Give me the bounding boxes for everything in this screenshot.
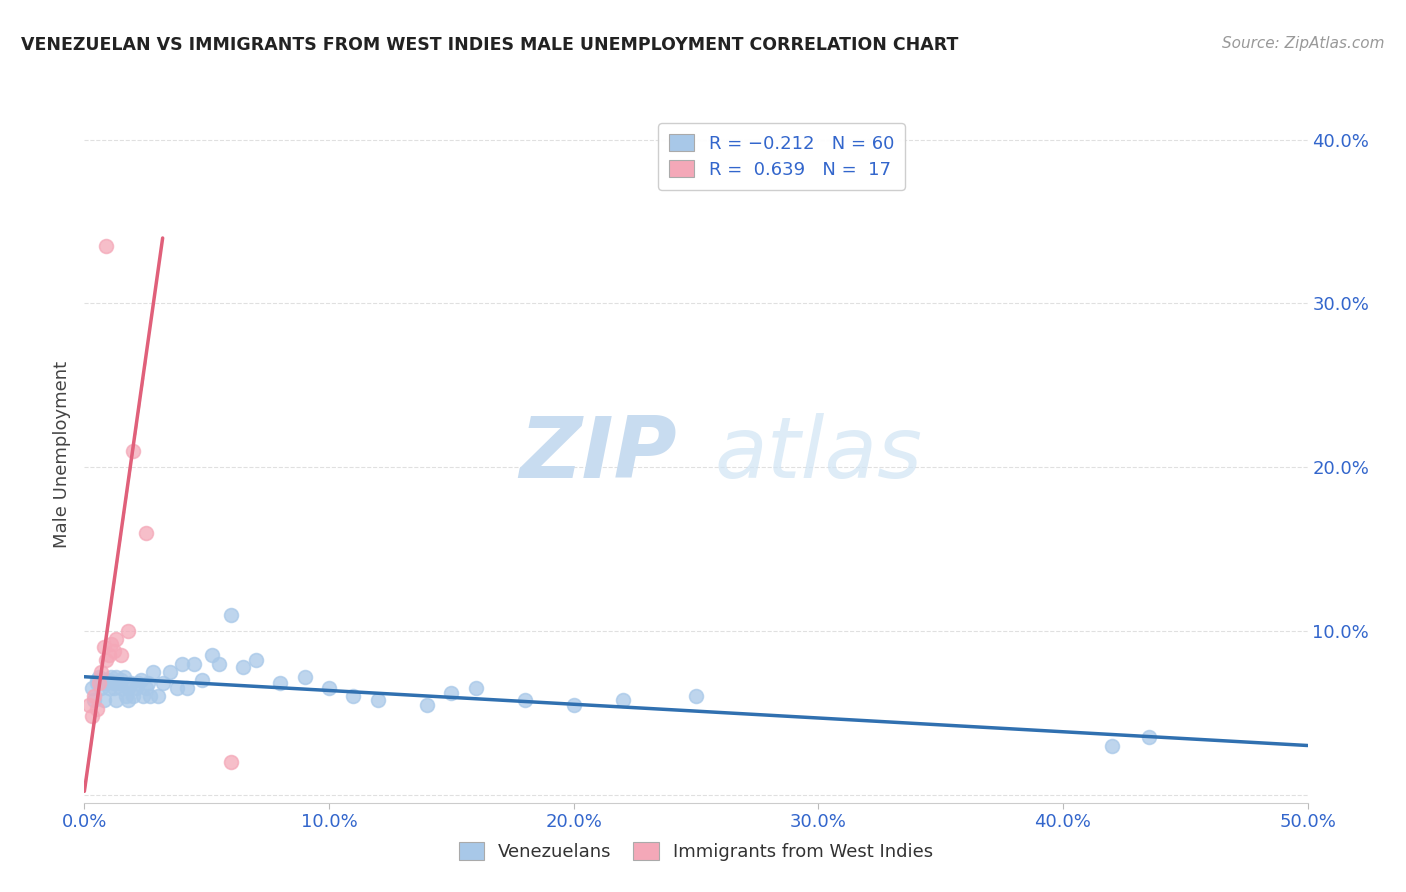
Point (103, 676, 125, 690)
Point (87, 670, 110, 684)
Point (172, 657, 194, 671)
Point (103, 643, 125, 657)
Point (86, 676, 108, 690)
Point (127, 676, 149, 690)
Point (200, 648, 222, 663)
Point (146, 690, 169, 704)
Point (269, 676, 291, 690)
Point (107, 676, 129, 690)
Point (96, 676, 118, 690)
Point (96, 653, 118, 667)
Point (87, 676, 110, 690)
Point (125, 681, 148, 696)
Point (612, 692, 634, 706)
Point (86, 702, 108, 716)
Point (93, 692, 115, 706)
Point (132, 690, 155, 704)
Point (129, 673, 152, 687)
Point (135, 681, 157, 696)
Point (136, 676, 159, 690)
Point (105, 670, 128, 684)
Legend: Venezuelans, Immigrants from West Indies: Venezuelans, Immigrants from West Indies (450, 833, 942, 871)
Point (513, 692, 536, 706)
Point (117, 681, 139, 696)
Point (93, 640, 115, 655)
Point (176, 681, 198, 696)
Point (159, 665, 181, 679)
Point (142, 665, 165, 679)
Point (97, 673, 120, 687)
Point (77, 698, 100, 712)
Point (191, 673, 214, 687)
Point (96, 239, 118, 253)
Point (122, 443, 145, 458)
Point (219, 755, 242, 769)
Point (562, 698, 585, 712)
Point (83, 692, 105, 706)
Point (110, 648, 132, 663)
Point (100, 670, 122, 684)
Text: VENEZUELAN VS IMMIGRANTS FROM WEST INDIES MALE UNEMPLOYMENT CORRELATION CHART: VENEZUELAN VS IMMIGRANTS FROM WEST INDIE… (21, 36, 959, 54)
Point (90, 681, 112, 696)
Point (100, 637, 122, 651)
Point (105, 632, 128, 646)
Point (103, 681, 125, 696)
Point (83, 690, 105, 704)
Point (110, 681, 132, 696)
Point (122, 690, 145, 704)
Text: ZIP: ZIP (519, 413, 676, 497)
Point (105, 692, 128, 706)
Point (117, 624, 139, 638)
Point (440, 686, 463, 700)
Point (120, 676, 142, 690)
Point (416, 698, 439, 712)
Point (294, 670, 316, 684)
Point (1101, 739, 1123, 753)
Point (97, 681, 120, 696)
Point (342, 690, 364, 704)
Point (110, 673, 132, 687)
Point (97, 648, 120, 663)
Point (86, 673, 108, 687)
Point (139, 690, 162, 704)
Point (367, 692, 389, 706)
Point (245, 653, 267, 667)
Point (219, 607, 242, 622)
Point (112, 670, 135, 684)
Point (232, 660, 254, 674)
Point (685, 690, 707, 704)
Point (90, 665, 112, 679)
Point (80, 681, 103, 696)
Point (183, 657, 205, 671)
Point (166, 681, 188, 696)
Point (208, 657, 231, 671)
Point (152, 676, 174, 690)
Point (80, 709, 103, 723)
Point (135, 525, 157, 540)
Point (318, 681, 340, 696)
Point (115, 690, 138, 704)
Text: Source: ZipAtlas.com: Source: ZipAtlas.com (1222, 36, 1385, 51)
Point (93, 673, 115, 687)
Point (464, 681, 486, 696)
Text: atlas: atlas (714, 413, 922, 497)
Point (1137, 731, 1160, 745)
Point (117, 692, 139, 706)
Y-axis label: Male Unemployment: Male Unemployment (53, 361, 72, 549)
